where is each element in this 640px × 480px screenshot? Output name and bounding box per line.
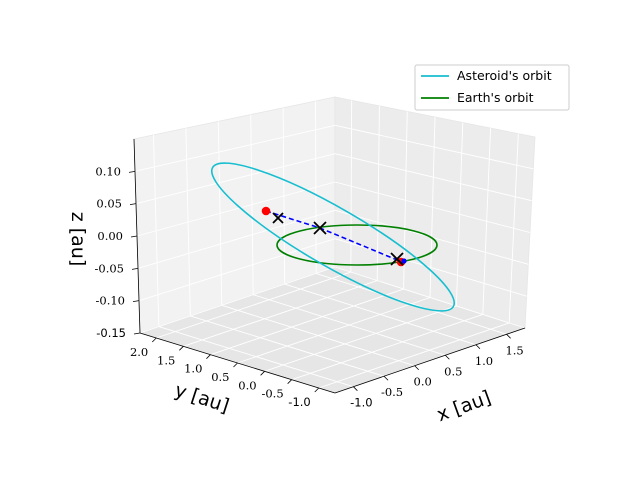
y-tick-mark [287, 379, 292, 384]
z-tick-mark [129, 203, 137, 206]
x-gridline [253, 294, 446, 356]
y-tick-mark [233, 362, 238, 368]
z-tick-mark [132, 300, 140, 303]
x-tick-label: -1.0 [350, 396, 372, 410]
x-gridline [185, 128, 191, 316]
y-axis-label: y [au] [172, 379, 232, 417]
x-gridline [250, 114, 254, 295]
y-gridline [264, 305, 457, 372]
y-gridline [508, 133, 519, 323]
ticks: -0.15 -0.10 -0.05 0.00 0.05 0.10 -1.0 -0.5 0.0 0.… [95, 164, 524, 409]
cross-marker [313, 221, 327, 235]
legend-box [414, 64, 570, 111]
z-tick-mark [128, 170, 136, 173]
x-tick-mark [475, 344, 481, 350]
z-tick-label: 0.00 [97, 229, 123, 243]
x-gridline [221, 304, 415, 367]
y-tick-label: -1.0 [288, 395, 310, 409]
y-gridline [183, 280, 378, 347]
y-gridline [237, 297, 431, 364]
z-tick-label: 0.10 [95, 164, 121, 178]
x-tick-label: -0.5 [381, 385, 403, 399]
cross-marker [272, 212, 284, 224]
y-tick-label: 2.0 [130, 345, 148, 359]
y-tick-mark [206, 354, 211, 359]
x-tick-label: 0.0 [414, 375, 432, 389]
series-earths-orbit [276, 224, 438, 266]
z-axis-label: z [au] [67, 212, 89, 267]
x-gridline [315, 101, 317, 274]
z-tick-mark [131, 267, 139, 270]
y-tick-label: 1.0 [184, 362, 202, 376]
y-tick-label: 0.5 [211, 370, 229, 384]
gridlines [134, 100, 534, 389]
blue-dot-point [401, 258, 407, 264]
x-axis-label: x [au] [434, 386, 494, 426]
y-tick-label: -0.5 [261, 387, 283, 401]
y-gridline [156, 271, 351, 339]
z-gridline [138, 238, 336, 302]
cross-marker [390, 252, 404, 266]
y-gridline [429, 116, 436, 298]
y-gridline [210, 288, 404, 356]
legend: Asteroid's orbit Earth's orbit [414, 64, 570, 111]
x-tick-label: 1.5 [505, 343, 523, 357]
y-tick-mark [260, 371, 265, 376]
x-gridline [315, 272, 507, 335]
x-tick-label: 1.0 [475, 354, 493, 368]
z-tick-label: -0.05 [95, 261, 125, 275]
series-asteroids-orbit [210, 162, 456, 312]
legend-label-earth: Earth's orbit [457, 90, 534, 105]
x-tick-mark [506, 334, 511, 339]
y-tick-mark [179, 346, 184, 351]
y-tick-mark [151, 337, 157, 343]
x-tick-mark [414, 365, 419, 371]
x-tick-label: 0.5 [444, 364, 462, 378]
z-tick-mark [130, 235, 138, 238]
y-gridline [350, 100, 353, 273]
z-gridline [137, 209, 336, 269]
x-tick-mark [383, 375, 389, 381]
z-tick-label: -0.15 [96, 326, 126, 340]
x-gridline [284, 283, 477, 346]
y-tick-label: 1.5 [157, 353, 175, 367]
y-gridline [318, 322, 510, 389]
y-gridline [455, 122, 464, 306]
x-gridline [158, 326, 354, 388]
y-tick-mark [314, 387, 320, 393]
z-tick-mark [133, 332, 141, 335]
x-gridline [282, 107, 286, 285]
x-gridline [190, 315, 385, 377]
z-gridline [135, 153, 336, 205]
z-gridline [136, 181, 336, 237]
y-gridline [482, 128, 492, 315]
z-gridline [139, 266, 336, 334]
z-gridline [134, 124, 336, 172]
y-tick-label: 0.0 [238, 378, 256, 392]
x-gridline [217, 121, 223, 306]
y-gridline [376, 105, 380, 281]
x-tick-mark [353, 386, 358, 391]
x-gridline [153, 134, 160, 327]
legend-label-asteroid: Asteroid's orbit [457, 68, 552, 83]
red-dot-point [261, 206, 271, 216]
z-tick-label: -0.10 [96, 294, 126, 308]
z-tick-label: 0.05 [96, 197, 122, 211]
x-tick-mark [445, 354, 450, 360]
x-axis-line [334, 327, 526, 394]
y-gridline [291, 314, 483, 381]
